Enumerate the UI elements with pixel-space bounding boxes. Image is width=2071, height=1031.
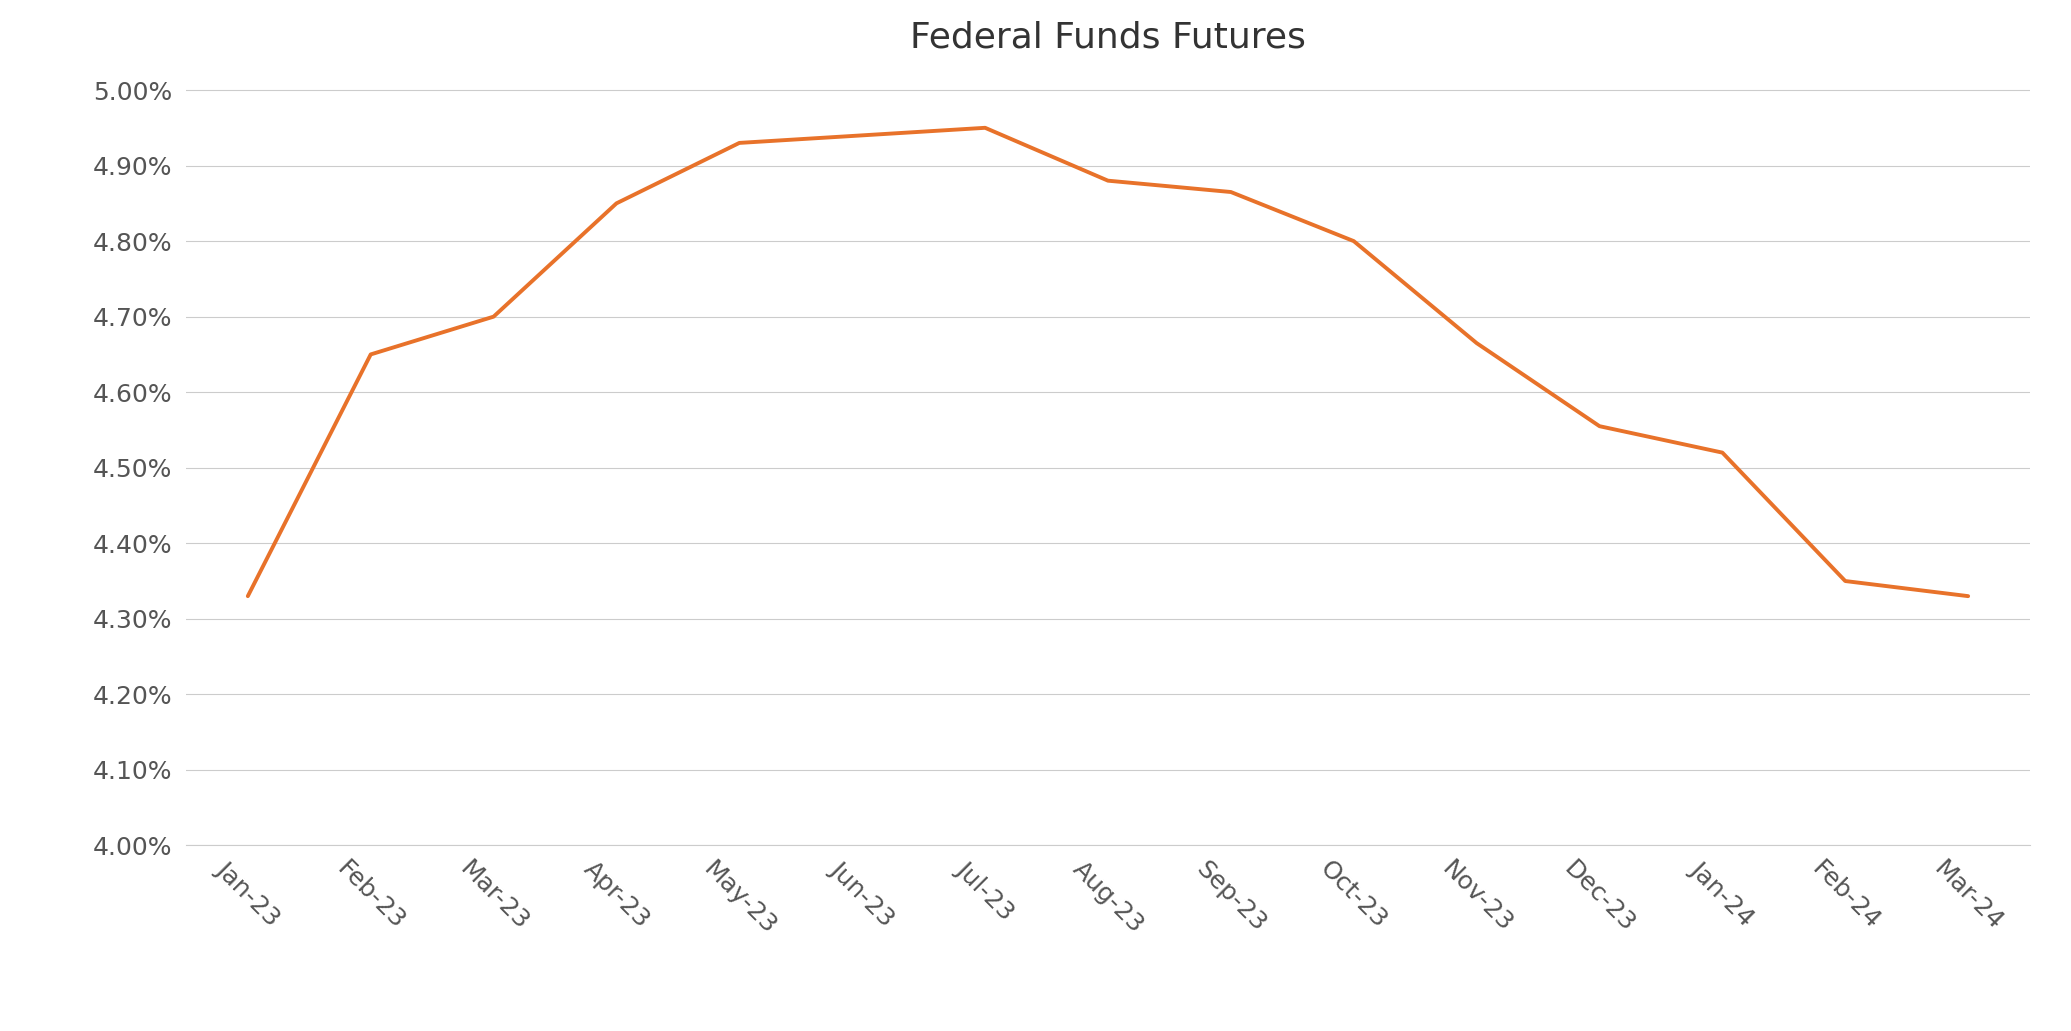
Title: Federal Funds Futures: Federal Funds Futures [909, 21, 1307, 55]
